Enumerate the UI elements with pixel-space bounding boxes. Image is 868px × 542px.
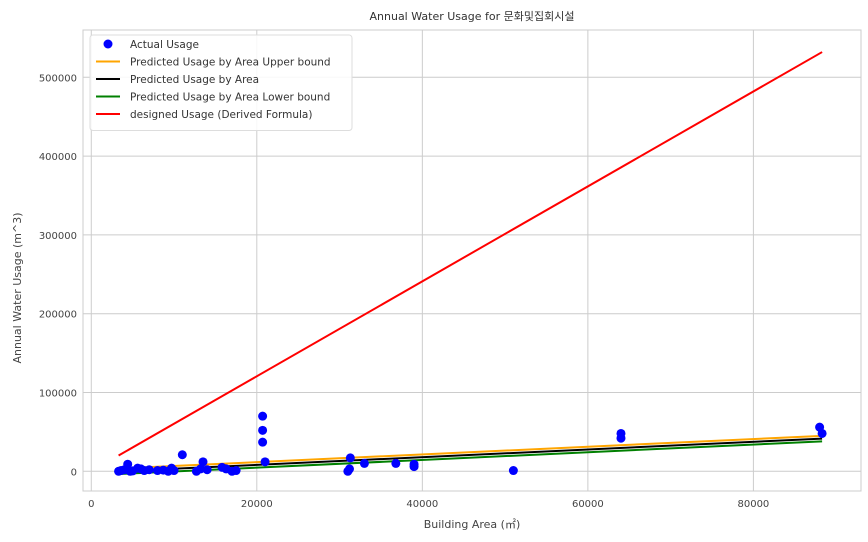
x-tick-label: 60000	[572, 499, 604, 510]
legend-box	[89, 34, 353, 131]
series-line-2	[118, 437, 823, 473]
y-axis-label: Annual Water Usage (m^3)	[11, 212, 24, 363]
series-points	[114, 411, 827, 476]
data-point	[123, 459, 133, 469]
data-point	[359, 458, 369, 468]
data-point	[345, 464, 355, 474]
y-tick-label: 0	[71, 467, 77, 478]
x-tick-label: 0	[88, 499, 94, 510]
series-line-4	[118, 51, 823, 457]
legend: Actual Usage Predicted Usage by Area Uppe…	[89, 34, 353, 131]
legend-label: Predicted Usage by Area Lower bound	[130, 92, 330, 104]
y-tick-label: 400000	[39, 152, 77, 163]
data-point	[196, 464, 206, 474]
y-tick-label: 300000	[39, 231, 77, 242]
y-tick-label: 100000	[39, 388, 77, 399]
legend-label: designed Usage (Derived Formula)	[130, 109, 312, 121]
legend-label: Predicted Usage by Area	[130, 74, 259, 86]
data-point	[817, 428, 827, 438]
data-point	[260, 457, 270, 467]
data-point	[231, 466, 241, 476]
data-point	[391, 458, 401, 468]
data-point	[616, 433, 626, 443]
legend-marker	[103, 39, 113, 49]
x-tick-label: 20000	[241, 499, 273, 510]
data-point	[258, 411, 268, 421]
y-tick-label: 500000	[39, 73, 77, 84]
legend-label: Predicted Usage by Area Upper bound	[130, 57, 331, 69]
chart-title: Annual Water Usage for 문화및집회시설	[370, 10, 575, 23]
data-point	[258, 437, 268, 447]
legend-label: Actual Usage	[130, 39, 199, 51]
data-point	[202, 465, 212, 475]
y-tick-label: 200000	[39, 310, 77, 321]
data-point	[508, 466, 518, 476]
data-point	[258, 425, 268, 435]
data-point	[144, 465, 154, 475]
data-point	[169, 466, 179, 476]
x-tick-label: 80000	[737, 499, 769, 510]
x-tick-label: 40000	[406, 499, 438, 510]
x-axis-label: Building Area (㎡)	[424, 518, 521, 531]
data-point	[198, 457, 208, 467]
series-line-1	[118, 434, 823, 470]
y-axis-ticks: 0 100000 200000 300000 400000 500000	[39, 73, 77, 478]
x-axis-ticks: 0 20000 40000 60000 80000	[88, 499, 769, 510]
data-point	[345, 453, 355, 463]
data-point	[177, 450, 187, 460]
data-point	[409, 459, 419, 469]
